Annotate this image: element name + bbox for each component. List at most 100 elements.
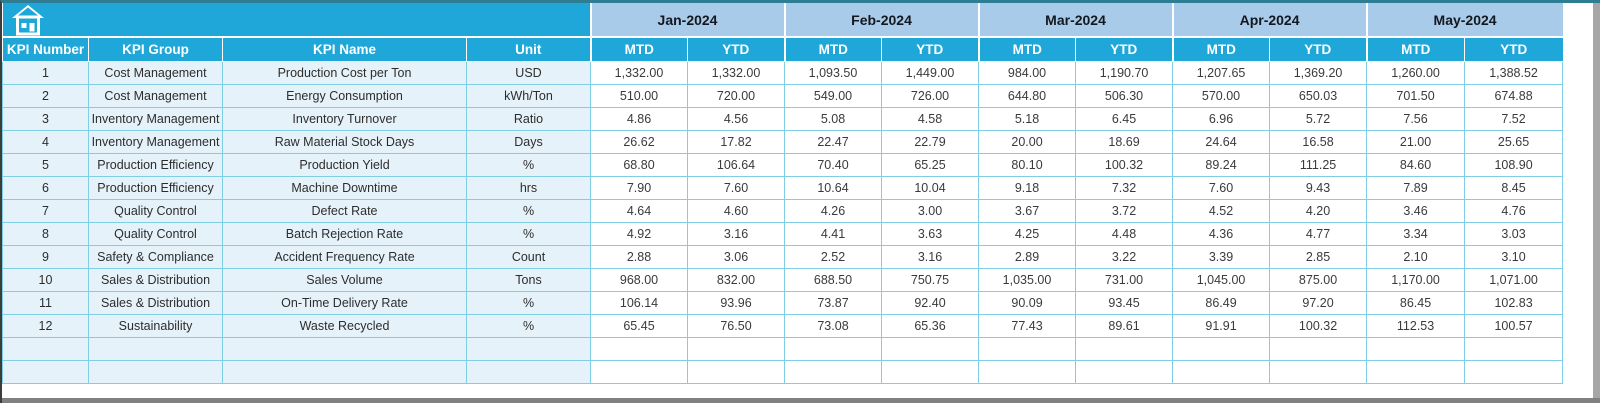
- kpi-name-cell[interactable]: Machine Downtime: [222, 175, 467, 200]
- value-cell[interactable]: [1269, 359, 1368, 384]
- unit-cell[interactable]: kWh/Ton: [466, 83, 591, 108]
- value-cell[interactable]: 92.40: [880, 290, 980, 315]
- value-cell[interactable]: 5.72: [1269, 106, 1368, 131]
- value-cell[interactable]: 84.60: [1366, 152, 1466, 177]
- value-cell[interactable]: 7.90: [590, 175, 688, 200]
- kpi-group-cell[interactable]: Quality Control: [88, 198, 223, 223]
- kpi-name-cell[interactable]: On-Time Delivery Rate: [222, 290, 467, 315]
- value-cell[interactable]: 3.34: [1366, 221, 1466, 246]
- kpi-group-cell[interactable]: [88, 336, 223, 361]
- value-cell[interactable]: 70.40: [784, 152, 882, 177]
- value-cell[interactable]: [1464, 336, 1564, 361]
- value-cell[interactable]: 24.64: [1172, 129, 1271, 154]
- value-cell[interactable]: 688.50: [784, 267, 882, 292]
- value-cell[interactable]: [784, 359, 882, 384]
- value-cell[interactable]: 3.72: [1075, 198, 1174, 223]
- value-cell[interactable]: 6.96: [1172, 106, 1271, 131]
- kpi-group-cell[interactable]: Cost Management: [88, 83, 223, 108]
- value-cell[interactable]: 106.64: [687, 152, 785, 177]
- value-cell[interactable]: 1,260.00: [1366, 60, 1466, 85]
- value-cell[interactable]: 3.00: [880, 198, 980, 223]
- value-cell[interactable]: 112.53: [1366, 313, 1466, 338]
- unit-cell[interactable]: %: [466, 152, 591, 177]
- value-cell[interactable]: 4.92: [590, 221, 688, 246]
- value-cell[interactable]: 7.52: [1464, 106, 1564, 131]
- value-cell[interactable]: 2.10: [1366, 244, 1466, 269]
- value-cell[interactable]: 4.20: [1269, 198, 1368, 223]
- value-cell[interactable]: 16.58: [1269, 129, 1368, 154]
- kpi-name-cell[interactable]: Accident Frequency Rate: [222, 244, 467, 269]
- kpi-name-cell[interactable]: Raw Material Stock Days: [222, 129, 467, 154]
- value-cell[interactable]: 1,045.00: [1172, 267, 1271, 292]
- value-cell[interactable]: [687, 359, 785, 384]
- value-cell[interactable]: 4.25: [978, 221, 1077, 246]
- kpi-group-cell[interactable]: Production Efficiency: [88, 152, 223, 177]
- value-cell[interactable]: 7.60: [1172, 175, 1271, 200]
- value-cell[interactable]: [784, 336, 882, 361]
- value-cell[interactable]: 89.61: [1075, 313, 1174, 338]
- value-cell[interactable]: 106.14: [590, 290, 688, 315]
- unit-cell[interactable]: [466, 359, 591, 384]
- value-cell[interactable]: 93.96: [687, 290, 785, 315]
- value-cell[interactable]: 5.08: [784, 106, 882, 131]
- value-cell[interactable]: 968.00: [590, 267, 688, 292]
- value-cell[interactable]: 984.00: [978, 60, 1077, 85]
- value-cell[interactable]: 720.00: [687, 83, 785, 108]
- value-cell[interactable]: 3.67: [978, 198, 1077, 223]
- kpi-number-cell[interactable]: 2: [2, 83, 89, 108]
- kpi-number-cell[interactable]: 12: [2, 313, 89, 338]
- value-cell[interactable]: 3.10: [1464, 244, 1564, 269]
- kpi-name-cell[interactable]: Waste Recycled: [222, 313, 467, 338]
- value-cell[interactable]: 97.20: [1269, 290, 1368, 315]
- value-cell[interactable]: 21.00: [1366, 129, 1466, 154]
- kpi-number-cell[interactable]: 6: [2, 175, 89, 200]
- value-cell[interactable]: 1,170.00: [1366, 267, 1466, 292]
- unit-cell[interactable]: hrs: [466, 175, 591, 200]
- value-cell[interactable]: 1,035.00: [978, 267, 1077, 292]
- value-cell[interactable]: 76.50: [687, 313, 785, 338]
- value-cell[interactable]: 4.76: [1464, 198, 1564, 223]
- value-cell[interactable]: 644.80: [978, 83, 1077, 108]
- kpi-group-cell[interactable]: Sales & Distribution: [88, 290, 223, 315]
- value-cell[interactable]: 91.91: [1172, 313, 1271, 338]
- kpi-group-cell[interactable]: Production Efficiency: [88, 175, 223, 200]
- value-cell[interactable]: 65.25: [880, 152, 980, 177]
- value-cell[interactable]: 90.09: [978, 290, 1077, 315]
- value-cell[interactable]: 10.64: [784, 175, 882, 200]
- value-cell[interactable]: 875.00: [1269, 267, 1368, 292]
- kpi-group-cell[interactable]: [88, 359, 223, 384]
- value-cell[interactable]: 674.88: [1464, 83, 1564, 108]
- value-cell[interactable]: 1,207.65: [1172, 60, 1271, 85]
- kpi-number-cell[interactable]: 11: [2, 290, 89, 315]
- value-cell[interactable]: 73.87: [784, 290, 882, 315]
- kpi-number-cell[interactable]: 7: [2, 198, 89, 223]
- kpi-name-cell[interactable]: Energy Consumption: [222, 83, 467, 108]
- value-cell[interactable]: 77.43: [978, 313, 1077, 338]
- kpi-name-cell[interactable]: Production Cost per Ton: [222, 60, 467, 85]
- value-cell[interactable]: 3.39: [1172, 244, 1271, 269]
- value-cell[interactable]: 4.41: [784, 221, 882, 246]
- kpi-name-cell[interactable]: Inventory Turnover: [222, 106, 467, 131]
- kpi-group-cell[interactable]: Sustainability: [88, 313, 223, 338]
- value-cell[interactable]: 111.25: [1269, 152, 1368, 177]
- kpi-number-cell[interactable]: 10: [2, 267, 89, 292]
- value-cell[interactable]: 3.16: [687, 221, 785, 246]
- value-cell[interactable]: [1366, 336, 1466, 361]
- value-cell[interactable]: 1,071.00: [1464, 267, 1564, 292]
- value-cell[interactable]: 1,369.20: [1269, 60, 1368, 85]
- kpi-group-cell[interactable]: Inventory Management: [88, 106, 223, 131]
- value-cell[interactable]: 510.00: [590, 83, 688, 108]
- value-cell[interactable]: 80.10: [978, 152, 1077, 177]
- value-cell[interactable]: 4.64: [590, 198, 688, 223]
- value-cell[interactable]: 9.18: [978, 175, 1077, 200]
- value-cell[interactable]: [590, 359, 688, 384]
- unit-cell[interactable]: Tons: [466, 267, 591, 292]
- kpi-number-cell[interactable]: 1: [2, 60, 89, 85]
- unit-cell[interactable]: %: [466, 198, 591, 223]
- value-cell[interactable]: 3.46: [1366, 198, 1466, 223]
- value-cell[interactable]: [880, 336, 980, 361]
- value-cell[interactable]: 10.04: [880, 175, 980, 200]
- kpi-number-cell[interactable]: [2, 359, 89, 384]
- kpi-name-cell[interactable]: Sales Volume: [222, 267, 467, 292]
- value-cell[interactable]: 4.36: [1172, 221, 1271, 246]
